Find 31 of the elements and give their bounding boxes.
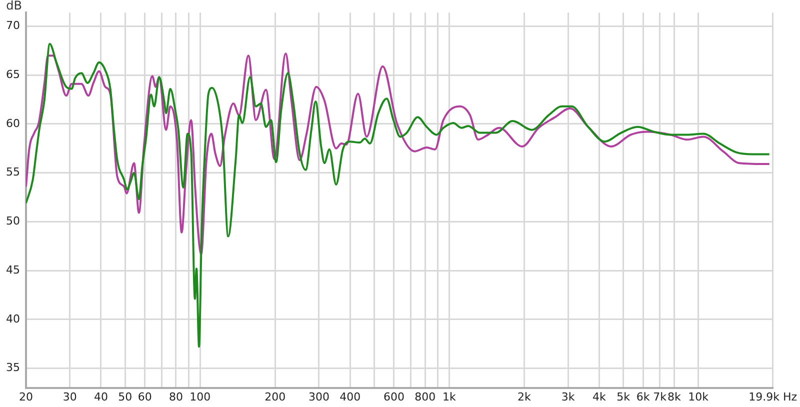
x-tick-label: 1k: [442, 390, 457, 404]
y-tick-label: 70: [6, 19, 20, 32]
y-tick-label: 35: [6, 361, 20, 374]
x-tick-label: 600: [383, 390, 404, 404]
y-tick-label: 55: [6, 166, 20, 179]
y-axis-title: dB: [6, 0, 22, 13]
x-tick-label: 5k: [616, 390, 631, 404]
x-tick-label: 50: [118, 390, 132, 404]
x-tick-label: 8k: [668, 390, 682, 404]
x-tick-label: 10k: [688, 390, 710, 404]
x-tick-label: 80: [168, 390, 183, 404]
x-tick-label: 7k: [653, 390, 668, 404]
x-tick-label: 6k: [636, 390, 650, 404]
y-tick-label: 65: [6, 68, 20, 81]
x-tick-label: 20: [18, 390, 33, 404]
x-tick-label: 40: [94, 390, 108, 404]
x-tick-label: 4k: [592, 390, 607, 404]
y-tick-label: 40: [6, 312, 20, 326]
x-tick-label: 3k: [561, 390, 576, 404]
x-tick-label: 100: [190, 390, 211, 404]
x-tick-label: 400: [340, 390, 361, 404]
x-tick-label: 200: [264, 390, 286, 404]
x-tick-label: 300: [308, 390, 330, 404]
x-tick-label: 19.9k Hz: [748, 390, 798, 404]
x-tick-label: 2k: [518, 390, 532, 404]
y-tick-label: 45: [6, 263, 20, 276]
x-tick-label: 30: [62, 390, 77, 404]
x-tick-label: 800: [414, 390, 436, 404]
y-tick-label: 60: [6, 116, 20, 130]
y-tick-label: 50: [6, 214, 20, 228]
x-tick-label: 60: [138, 390, 152, 404]
